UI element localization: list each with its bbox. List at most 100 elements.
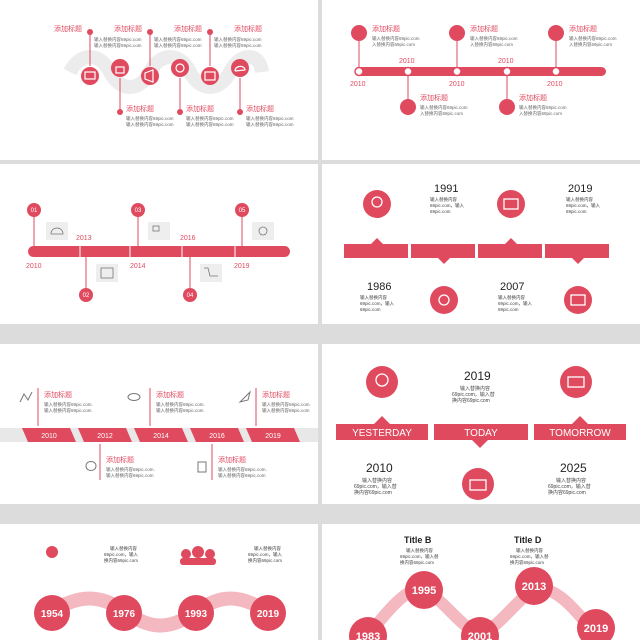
step-number-3: 03 bbox=[135, 208, 142, 214]
cloud-tile bbox=[46, 222, 68, 240]
rocket-icon bbox=[238, 390, 251, 403]
s7-year-1976: 1976 bbox=[113, 609, 136, 620]
chart-line-icon bbox=[19, 391, 33, 403]
s3-year-2016: 2016 bbox=[180, 235, 196, 242]
desc-bottom-2b: 输入替换内容69pic.com bbox=[186, 121, 234, 128]
s4-year-1991: 1991 bbox=[434, 183, 458, 195]
band-segment-4 bbox=[545, 244, 609, 258]
chat-icon bbox=[85, 461, 97, 471]
desc-top-2a: 输入替换内容69pic.com bbox=[154, 36, 202, 43]
s8-year-2013: 2013 bbox=[522, 581, 546, 593]
slide-5-thumbnail[interactable]: 2010 2012 2014 2016 2019 添加标题 添加标题 添加标题 … bbox=[0, 344, 318, 504]
s3-year-2019: 2019 bbox=[234, 263, 250, 270]
s5-desc-3a: 输入替换内容69pic.com. bbox=[262, 401, 311, 408]
band-segment-2 bbox=[411, 244, 475, 258]
briefcase-icon bbox=[564, 286, 592, 314]
envelope-icon bbox=[497, 190, 525, 218]
s8-desc-b1: 输入替换内容 bbox=[516, 547, 543, 554]
s6-year-2010: 2010 bbox=[366, 461, 393, 475]
s2-title-top-1: 添加标题 bbox=[372, 24, 400, 33]
s7-desc-a3: 换内容69pic.com bbox=[104, 557, 138, 564]
box-icon bbox=[204, 71, 216, 81]
s2-title-top-2: 添加标题 bbox=[470, 24, 498, 33]
s5-year-2019: 2019 bbox=[265, 433, 281, 440]
s5-title-4: 添加标题 bbox=[106, 455, 134, 464]
title-top-1: 添加标题 bbox=[54, 24, 82, 33]
title-bottom-1: 添加标题 bbox=[126, 104, 154, 113]
s2-desc-2b: 入替换内容69pic.com bbox=[470, 41, 513, 48]
s2-desc-4: 输入替换内容69pic.com bbox=[420, 104, 468, 111]
s8-year-1983: 1983 bbox=[356, 631, 380, 640]
chart-icon bbox=[548, 25, 564, 41]
year-circle-4 bbox=[250, 595, 286, 631]
lightbulb-icon bbox=[366, 366, 398, 398]
step-number-2: 02 bbox=[83, 293, 90, 299]
s6-desc-a3: 换内容69pic.com bbox=[452, 397, 490, 404]
desc-top-3a: 输入替换内容69pic.com bbox=[214, 36, 262, 43]
monitor-icon bbox=[84, 71, 96, 80]
slide-3-thumbnail[interactable]: 01 02 03 04 05 2010 2014 2019 2013 2016 bbox=[0, 164, 318, 324]
title-bottom-2: 添加标题 bbox=[186, 104, 214, 113]
s6-desc-c1: 输入替换内容 bbox=[556, 477, 586, 484]
wave-ribbon bbox=[63, 50, 269, 94]
s2-desc-5b: 入替换内容69pic.com bbox=[519, 110, 562, 117]
slide-4-thumbnail[interactable]: 1991 2019 1986 2007 输入替换内容 69pic.com，输入 … bbox=[322, 164, 640, 324]
s8-year-2001: 2001 bbox=[468, 631, 492, 640]
timeline-bar bbox=[28, 246, 290, 257]
s2-desc-3: 输入替换内容69pic.com bbox=[569, 35, 617, 42]
slide-2-thumbnail[interactable]: 添加标题 添加标题 添加标题 输入替换内容69pic.com 入替换内容69pi… bbox=[322, 0, 640, 160]
users-icon bbox=[181, 549, 191, 559]
s5-title-2: 添加标题 bbox=[156, 390, 184, 399]
timeline-bar bbox=[356, 67, 606, 76]
year-circle-1995 bbox=[405, 571, 443, 609]
s4-desc-a1: 输入替换内容 bbox=[430, 196, 457, 203]
year-circle-2019 bbox=[577, 609, 615, 640]
s5-desc-5a: 输入替换内容69pic.com. bbox=[218, 466, 267, 473]
tomorrow-bar bbox=[534, 424, 626, 440]
label-yesterday: YESTERDAY bbox=[352, 428, 412, 439]
s2-title-bottom-2: 添加标题 bbox=[519, 93, 547, 102]
s6-desc-a1: 输入替换内容 bbox=[460, 385, 490, 392]
s6-desc-b1: 输入替换内容 bbox=[362, 477, 392, 484]
s6-year-2025: 2025 bbox=[560, 461, 587, 475]
slide-1-thumbnail[interactable]: 添加标题 添加标题 添加标题 添加标题 输入替换内容69pic.com 输入替换… bbox=[0, 0, 318, 160]
cloud-icon bbox=[50, 227, 64, 235]
s6-desc-b2: 69pic.com，输入替 bbox=[354, 483, 397, 490]
s4-desc-c3: 69pic.com bbox=[360, 307, 381, 312]
settings-icon bbox=[258, 226, 268, 236]
s4-desc-b3: 69pic.com bbox=[566, 209, 587, 214]
slide-6-thumbnail[interactable]: YESTERDAY TODAY TOMORROW 2019 2010 2025 … bbox=[322, 344, 640, 504]
s6-desc-c2: 69pic.com，输入替 bbox=[548, 483, 591, 490]
cart-tile bbox=[200, 264, 222, 282]
s2-year-4: 2010 bbox=[498, 58, 514, 65]
year-circle-2013 bbox=[515, 567, 553, 605]
bottle-icon bbox=[197, 461, 207, 473]
s4-desc-d2: 69pic.com，输入 bbox=[498, 300, 533, 307]
desc-top-2b: 输入替换内容69pic.com bbox=[154, 42, 202, 49]
desc-top-1a: 输入替换内容69pic.com bbox=[94, 36, 142, 43]
slide-7-thumbnail[interactable]: 1954 1976 1993 2019 输入替换内容 69pic.com，输入 … bbox=[0, 524, 318, 640]
year-circle-2 bbox=[106, 595, 142, 631]
s4-desc-d3: 69pic.com bbox=[498, 307, 519, 312]
year-circle-3 bbox=[178, 595, 214, 631]
slide-8-thumbnail[interactable]: 1995 2013 1983 2001 2019 Title B Title D… bbox=[322, 524, 640, 640]
s4-year-2019: 2019 bbox=[568, 183, 592, 195]
s4-desc-b1: 输入替换内容 bbox=[566, 196, 593, 203]
s5-desc-2b: 输入替换内容69pic.com bbox=[156, 407, 204, 414]
s2-desc-4b: 入替换内容69pic.com bbox=[420, 110, 463, 117]
s5-title-3: 添加标题 bbox=[262, 390, 290, 399]
lock-icon bbox=[115, 66, 125, 74]
title-bottom-3: 添加标题 bbox=[246, 104, 274, 113]
title-b: Title B bbox=[404, 535, 432, 545]
label-tomorrow: TOMORROW bbox=[549, 428, 611, 439]
desc-bottom-2a: 输入替换内容69pic.com bbox=[186, 115, 234, 122]
lightbulb-icon bbox=[351, 25, 367, 41]
s7-year-1993: 1993 bbox=[185, 609, 208, 620]
s6-desc-b3: 换内容69pic.com bbox=[354, 489, 392, 496]
year-circle-1983 bbox=[349, 617, 387, 640]
megaphone-icon bbox=[144, 69, 154, 83]
s2-desc-1: 输入替换内容69pic.com bbox=[372, 35, 420, 42]
s8-desc-b2: 69pic.com，输入替 bbox=[510, 553, 549, 560]
s2-desc-2: 输入替换内容69pic.com bbox=[470, 35, 518, 42]
s8-desc-b3: 换内容69pic.com bbox=[510, 559, 544, 566]
